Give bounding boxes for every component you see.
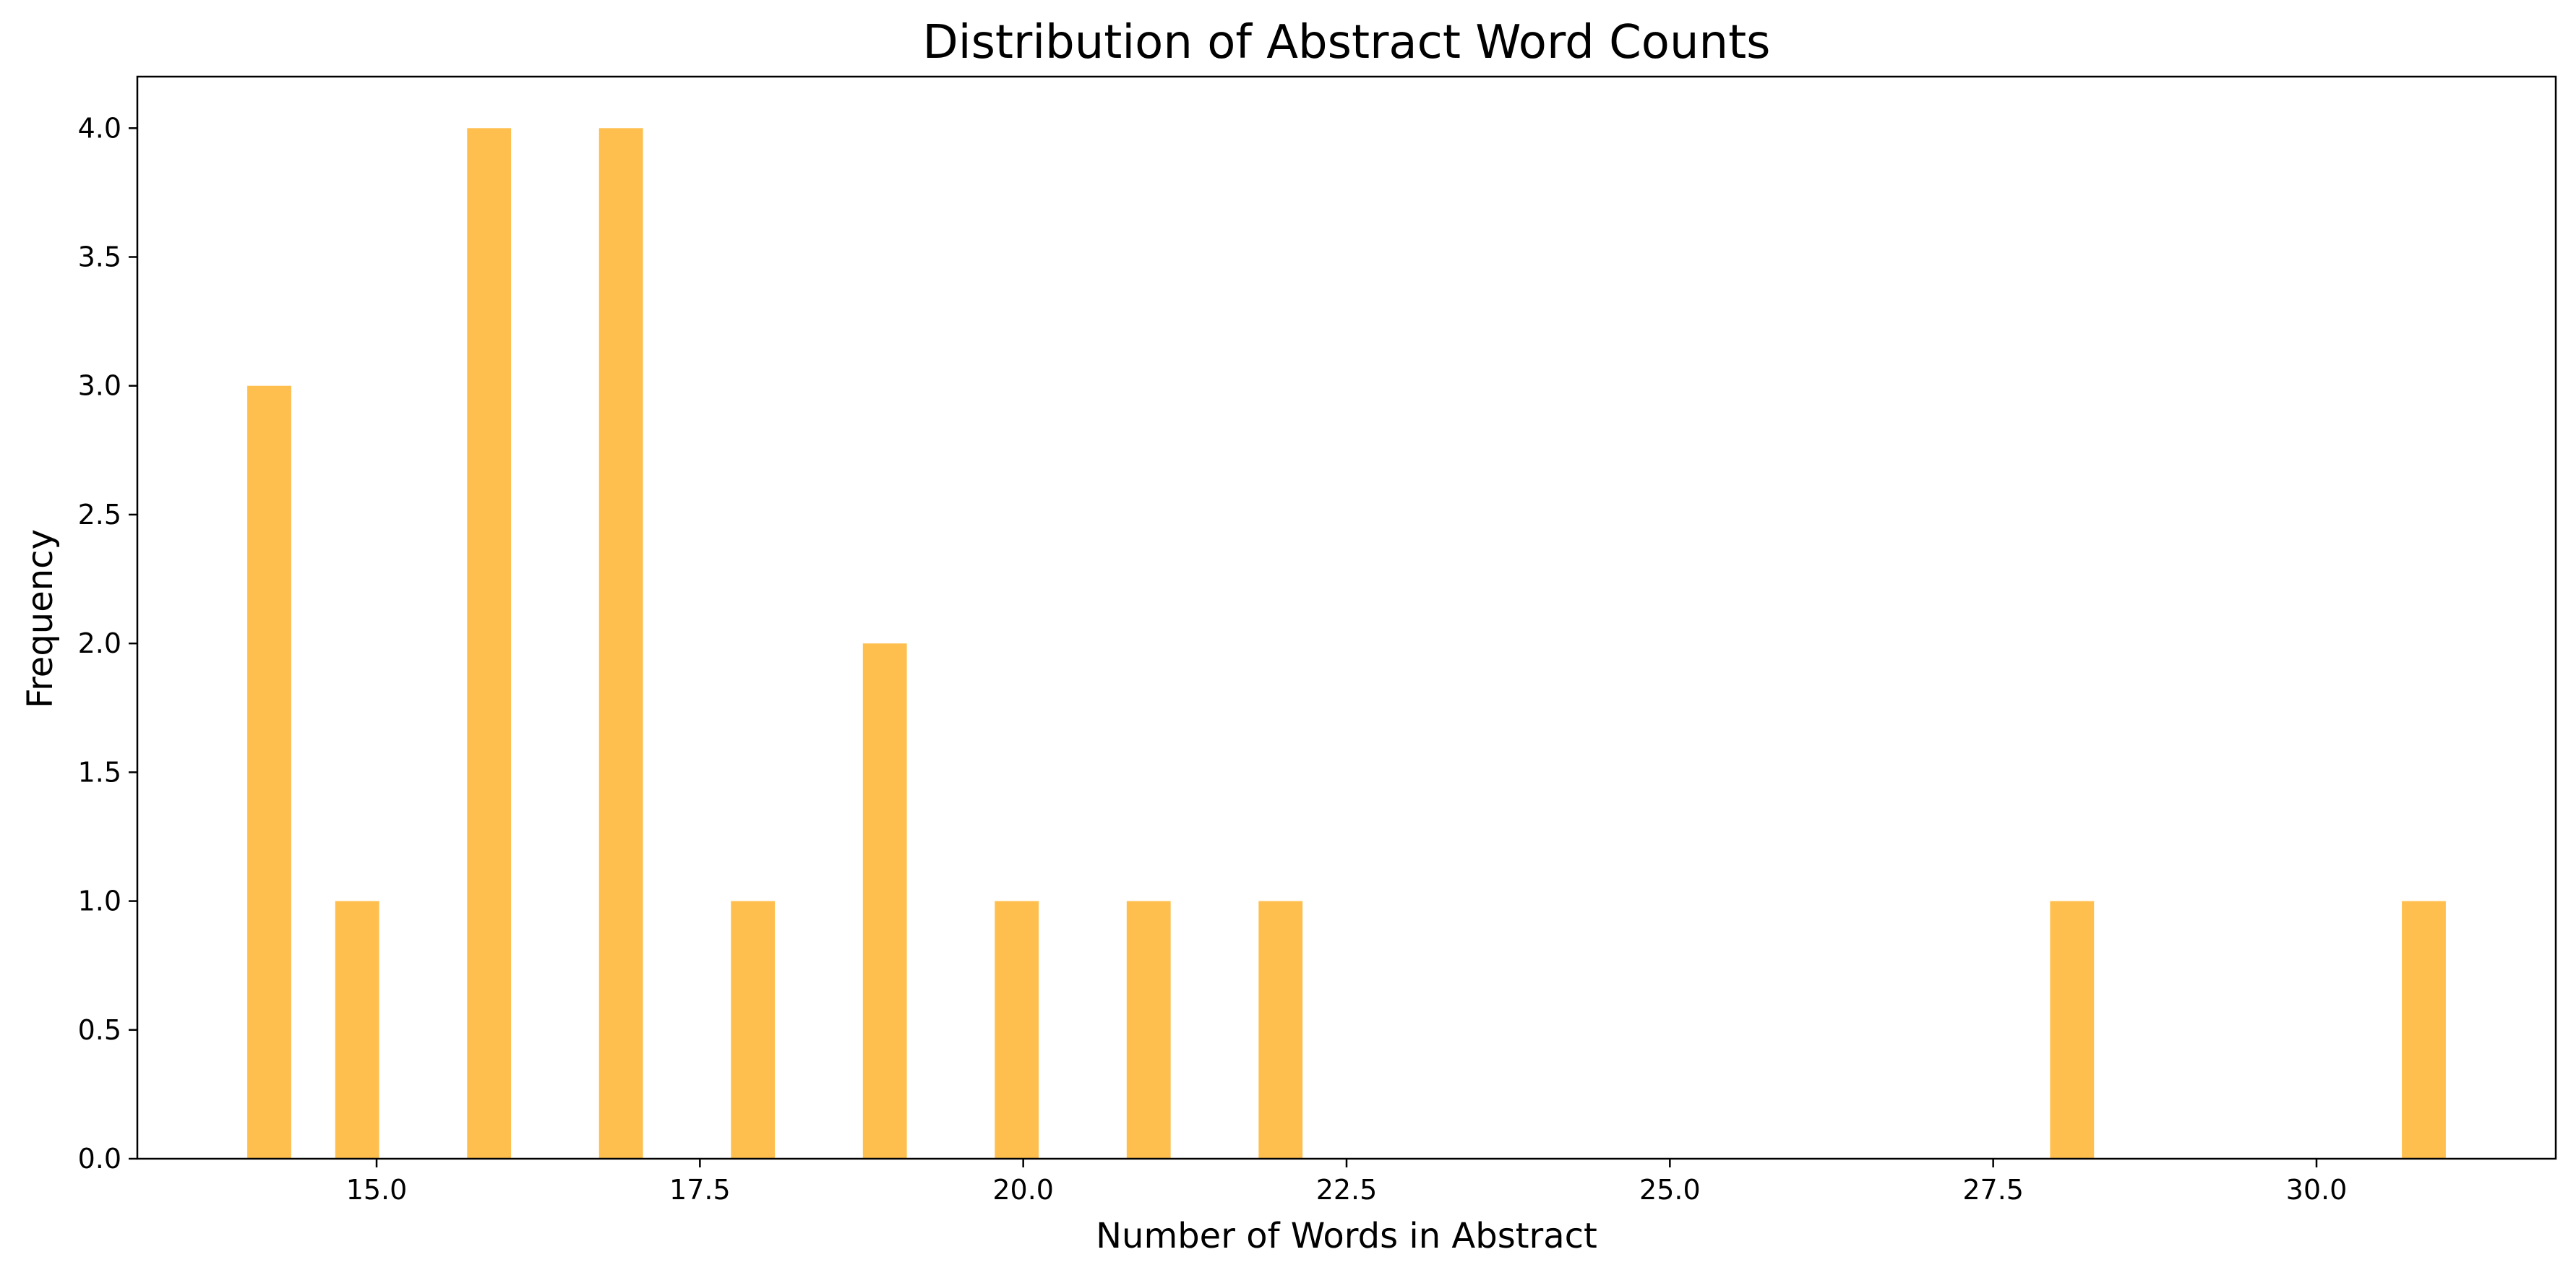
- y-axis-label: Frequency: [20, 529, 61, 708]
- y-tick-label: 3.0: [78, 370, 121, 402]
- y-tick-label: 1.0: [78, 885, 121, 917]
- y-tick-label: 2.5: [78, 499, 121, 531]
- chart-title: Distribution of Abstract Word Counts: [923, 16, 1771, 69]
- histogram-bar-2: [467, 128, 512, 1159]
- histogram-bar-0: [247, 385, 291, 1159]
- histogram-bar-10: [2402, 901, 2446, 1159]
- x-tick-label: 15.0: [346, 1174, 408, 1206]
- bars: [247, 128, 2446, 1159]
- x-tick-label: 20.0: [992, 1174, 1054, 1206]
- histogram-bar-7: [1126, 901, 1171, 1159]
- x-tick-label: 30.0: [2286, 1174, 2348, 1206]
- x-axis-label: Number of Words in Abstract: [1096, 1216, 1597, 1256]
- histogram-bar-3: [598, 128, 643, 1159]
- y-tick-label: 2.0: [78, 627, 121, 659]
- x-tick-label: 22.5: [1316, 1174, 1378, 1206]
- y-tick-label: 1.5: [78, 756, 121, 788]
- x-tick-label: 25.0: [1639, 1174, 1701, 1206]
- y-tick-label: 0.0: [78, 1143, 121, 1175]
- histogram-bar-8: [1258, 901, 1303, 1159]
- x-tick-label: 17.5: [669, 1174, 731, 1206]
- histogram-bar-9: [2050, 901, 2095, 1159]
- histogram-bar-1: [335, 901, 379, 1159]
- y-axis: 0.0 0.5 1.0 1.5 2.0 2.5 3.0 3.5 4.0: [78, 112, 137, 1175]
- histogram-bar-5: [862, 643, 907, 1159]
- x-axis: 15.0 17.5 20.0 22.5 25.0 27.5 30.0: [346, 1159, 2348, 1206]
- y-tick-label: 4.0: [78, 112, 121, 144]
- histogram-bar-6: [995, 901, 1039, 1159]
- y-tick-label: 3.5: [78, 241, 121, 273]
- y-tick-label: 0.5: [78, 1014, 121, 1046]
- x-tick-label: 27.5: [1962, 1174, 2024, 1206]
- histogram-bar-4: [731, 901, 776, 1159]
